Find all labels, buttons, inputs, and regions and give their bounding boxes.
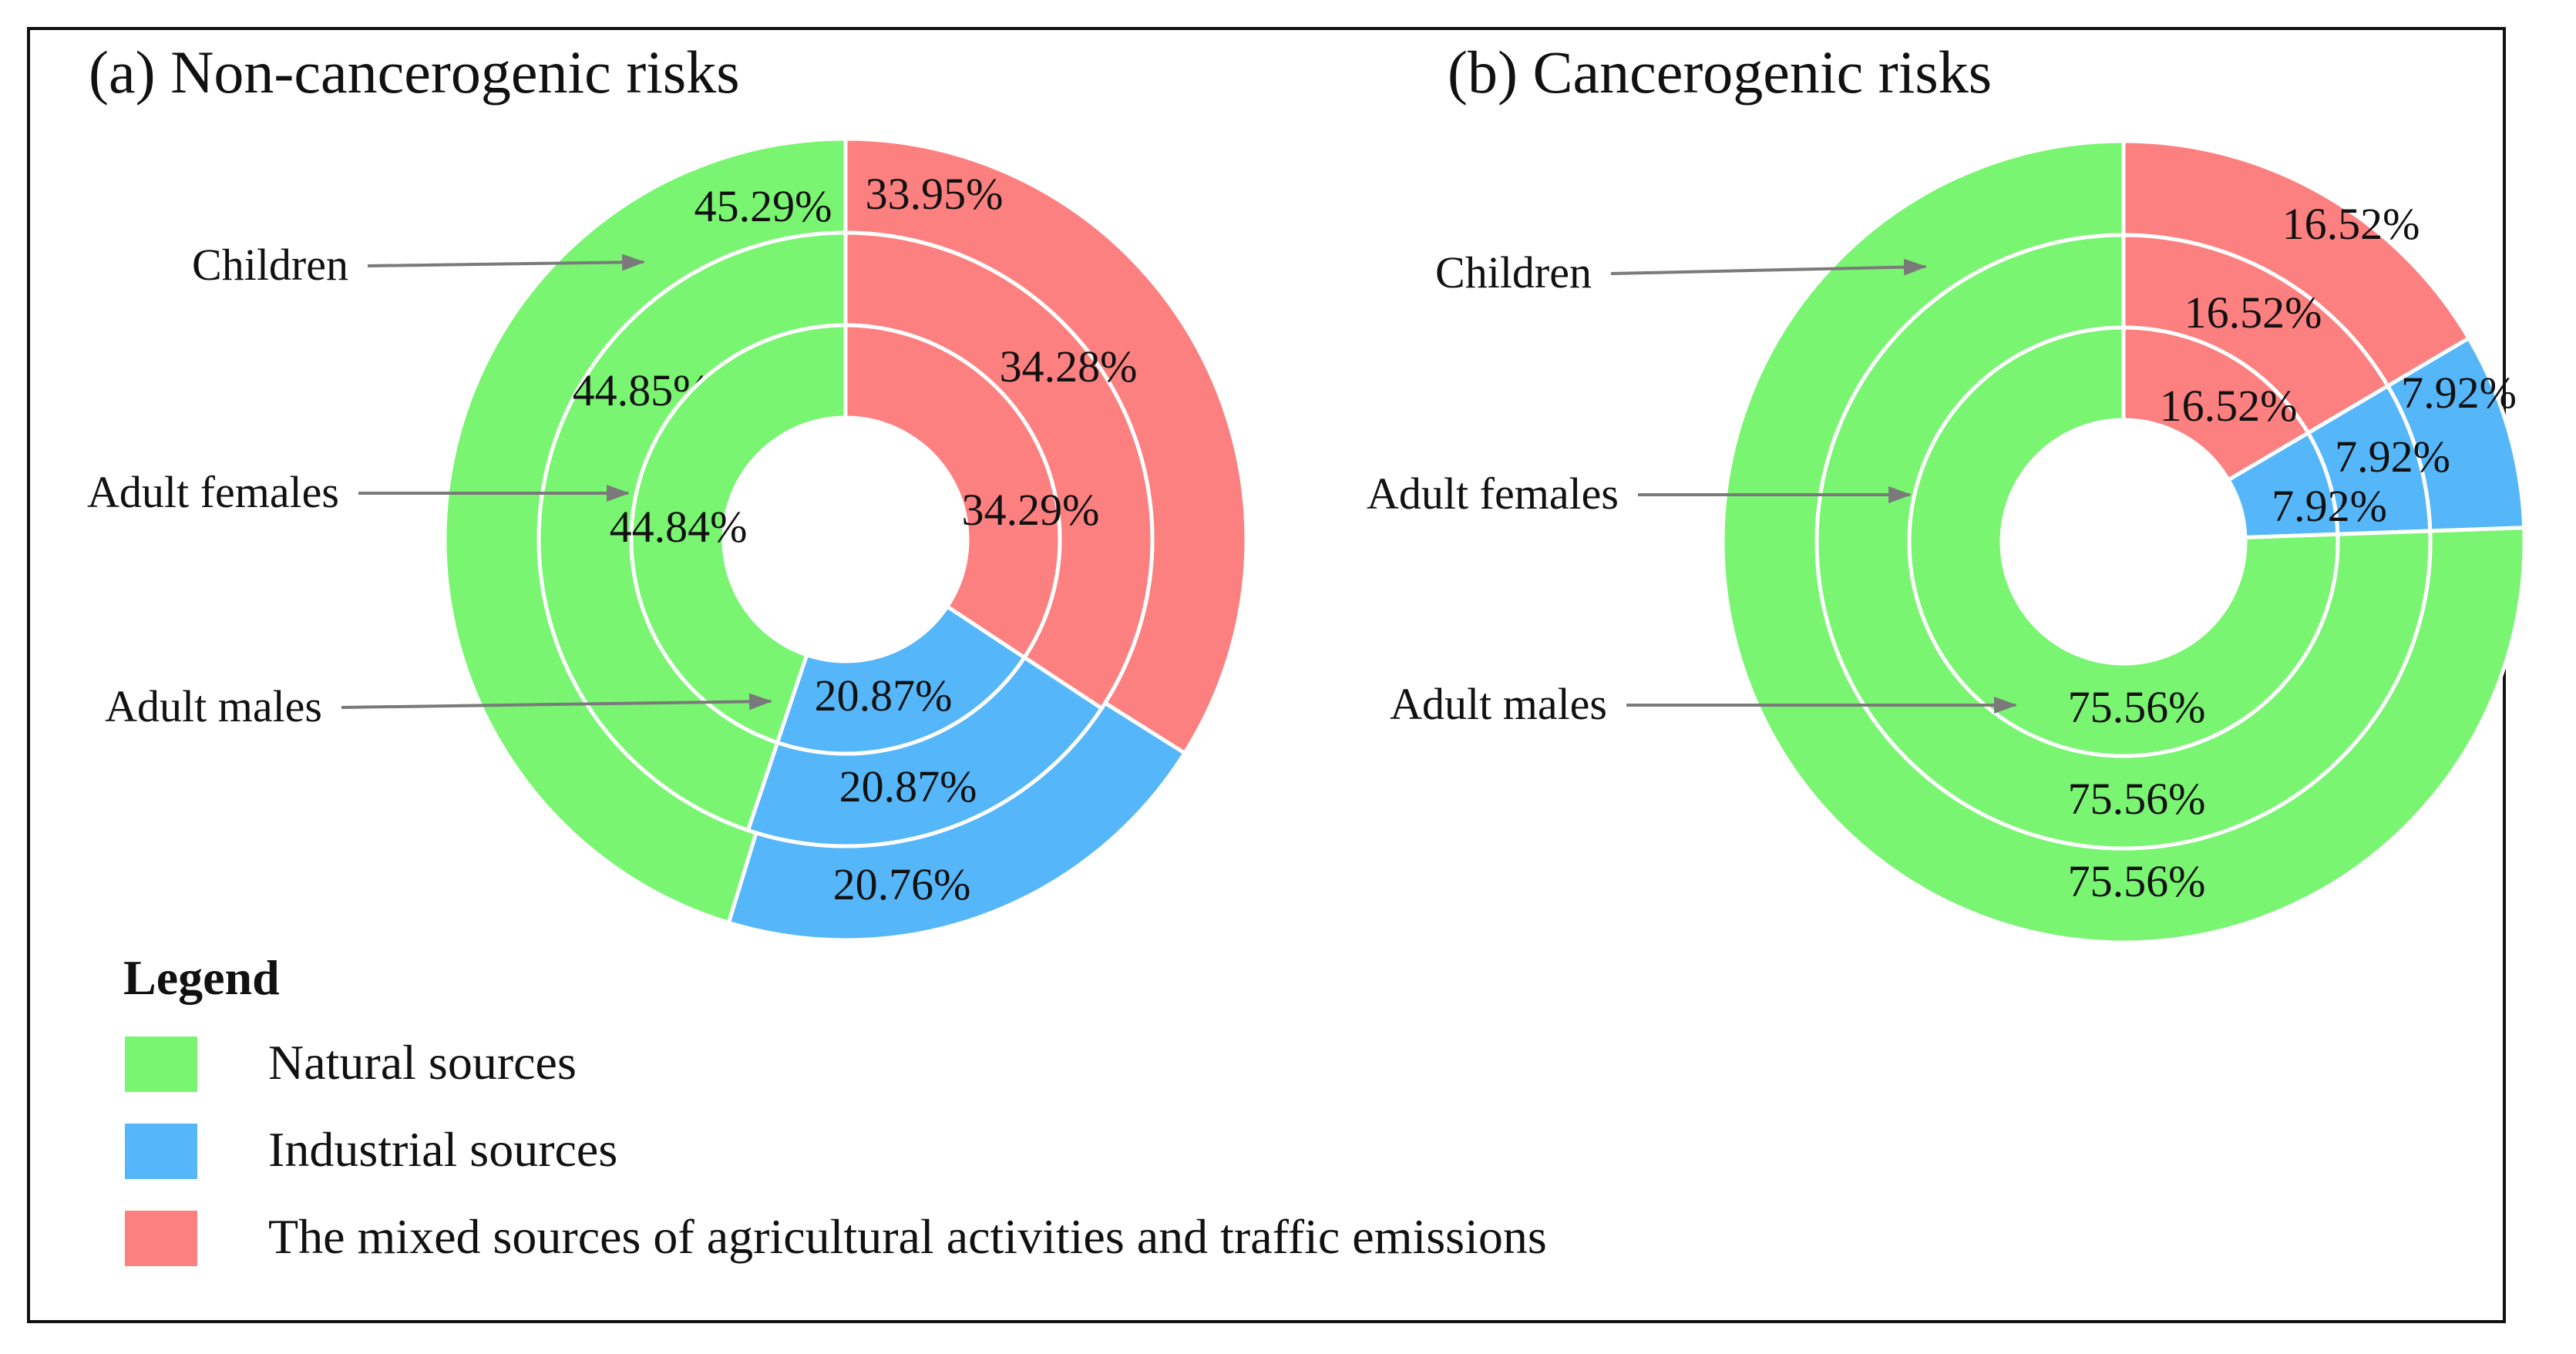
- data-label-mixed: 16.52%: [2282, 199, 2420, 249]
- data-label-industrial: 7.92%: [2272, 481, 2387, 531]
- ring-children: 45.29% 20.76% 33.95% Children: [192, 136, 1249, 942]
- ring-name-label: Adult males: [105, 681, 322, 731]
- data-label-industrial: 20.87%: [839, 761, 977, 811]
- legend-label: Natural sources: [268, 1035, 577, 1090]
- ring-name-label: Children: [192, 240, 348, 290]
- slice-industrial: [775, 603, 1027, 756]
- chart-b: (b) Cancerogenic risks 75.56% 7.92% 16.52% C…: [1367, 39, 2527, 945]
- data-label-mixed: 16.52%: [2160, 381, 2298, 431]
- ring-name-label: Adult males: [1390, 679, 1607, 729]
- data-label-mixed: 34.28%: [1000, 341, 1138, 391]
- legend-swatch: [125, 1124, 197, 1179]
- data-label-industrial: 20.76%: [833, 859, 971, 909]
- slice-mixed: [2121, 325, 2311, 483]
- ring-arrow: [1610, 258, 1927, 276]
- slice-mixed: [843, 323, 1062, 660]
- legend-swatch: [125, 1211, 197, 1266]
- ring-children: 75.56% 7.92% 16.52% Children: [1435, 139, 2527, 945]
- data-label-natural: 44.84%: [610, 502, 748, 552]
- data-label-mixed: 16.52%: [2184, 287, 2322, 338]
- ring-adult-males: 75.56% 7.92% 16.52% Adult males: [1390, 325, 2387, 758]
- figure-frame: [27, 27, 2506, 1323]
- data-label-natural: 75.56%: [2068, 856, 2206, 906]
- data-label-mixed: 34.29%: [962, 485, 1100, 535]
- legend: Legend Natural sources Industrial sources T…: [123, 950, 1547, 1266]
- ring-name-label: Adult females: [87, 467, 339, 517]
- data-label-natural: 75.56%: [2068, 682, 2206, 732]
- ring-arrow: [367, 254, 645, 271]
- data-label-natural: 45.29%: [694, 181, 832, 231]
- ring-adult-females: 44.85%20.87%34.28%Adult females: [87, 230, 1155, 848]
- data-label-mixed: 33.95%: [866, 169, 1004, 219]
- chart-a: (a) Non-cancerogenic risks 45.29% 20.76% 33…: [87, 39, 1249, 942]
- legend-label: Industrial sources: [268, 1122, 617, 1177]
- ring-arrow: [341, 693, 772, 711]
- slice-natural: [629, 323, 848, 745]
- chart-title: (b) Cancerogenic risks: [1448, 39, 1992, 106]
- data-label-industrial: 7.92%: [2335, 432, 2450, 482]
- data-label-natural: 75.56%: [2068, 774, 2206, 824]
- legend-swatch: [125, 1036, 197, 1092]
- data-label-industrial: 20.87%: [815, 670, 953, 721]
- ring-name-label: Children: [1435, 247, 1592, 297]
- legend-label: The mixed sources of agricultural activi…: [268, 1209, 1547, 1264]
- ring-name-label: Adult females: [1367, 469, 1619, 519]
- ring-adult-females: 75.56% 7.92% 16.52% Adult females: [1367, 233, 2450, 851]
- ring-adult-males: 44.84% 20.87% 34.29% Adult males: [105, 323, 1100, 756]
- legend-title: Legend: [123, 950, 280, 1005]
- data-label-industrial: 7.92%: [2401, 368, 2517, 418]
- chart-title: (a) Non-cancerogenic risks: [89, 39, 740, 106]
- slice-natural: [1907, 325, 2340, 758]
